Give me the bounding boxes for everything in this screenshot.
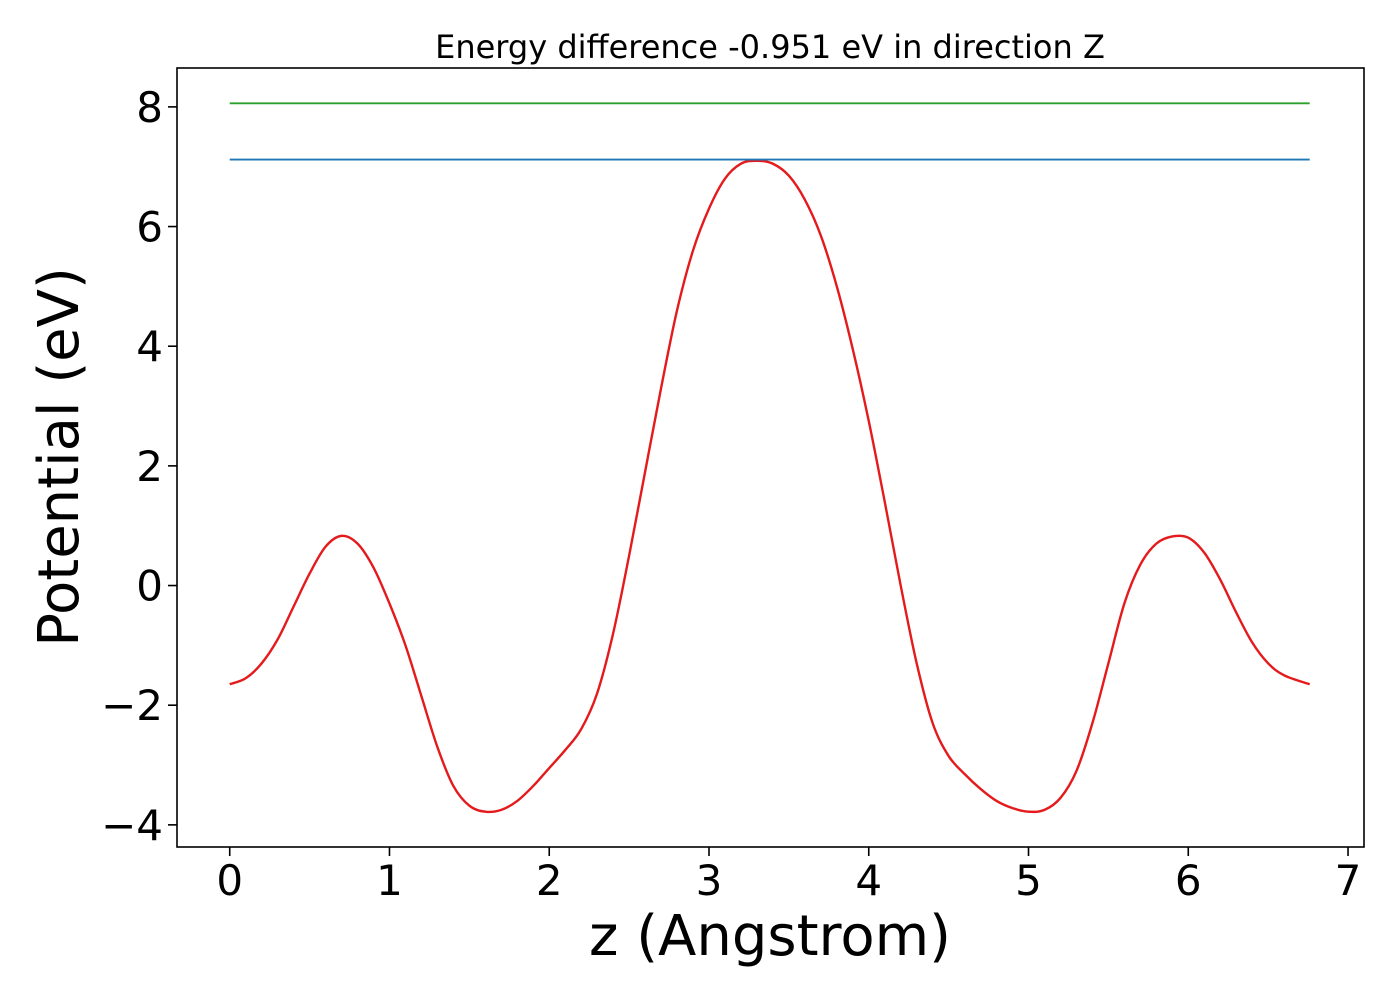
x-tick-label: 4: [855, 856, 882, 905]
x-axis-title: z (Angstrom): [589, 904, 951, 969]
y-tick-label: 6: [136, 203, 163, 252]
y-axis-title: Potential (eV): [27, 267, 92, 647]
x-tick-label: 1: [376, 856, 403, 905]
y-tick-label: 4: [136, 322, 163, 371]
x-tick-label: 2: [536, 856, 563, 905]
chart-title: Energy difference -0.951 eV in direction…: [435, 28, 1105, 66]
y-tick-label: −4: [101, 801, 163, 850]
x-axis-ticks: 0 1 2 3 4 5 6 7: [216, 847, 1361, 905]
x-tick-label: 7: [1335, 856, 1362, 905]
y-tick-label: 8: [136, 83, 163, 132]
x-tick-label: 3: [696, 856, 723, 905]
plot-frame: [176, 67, 1365, 848]
y-tick-label: 0: [136, 562, 163, 611]
x-tick-label: 0: [216, 856, 243, 905]
y-tick-label: −2: [101, 681, 163, 730]
y-tick-label: 2: [136, 442, 163, 491]
series-layer: [229, 102, 1311, 814]
y-axis-ticks: −4 −2 0 2 4 6 8: [101, 83, 177, 850]
series-line-0: [229, 159, 1311, 814]
x-tick-label: 6: [1175, 856, 1202, 905]
x-tick-label: 5: [1015, 856, 1042, 905]
